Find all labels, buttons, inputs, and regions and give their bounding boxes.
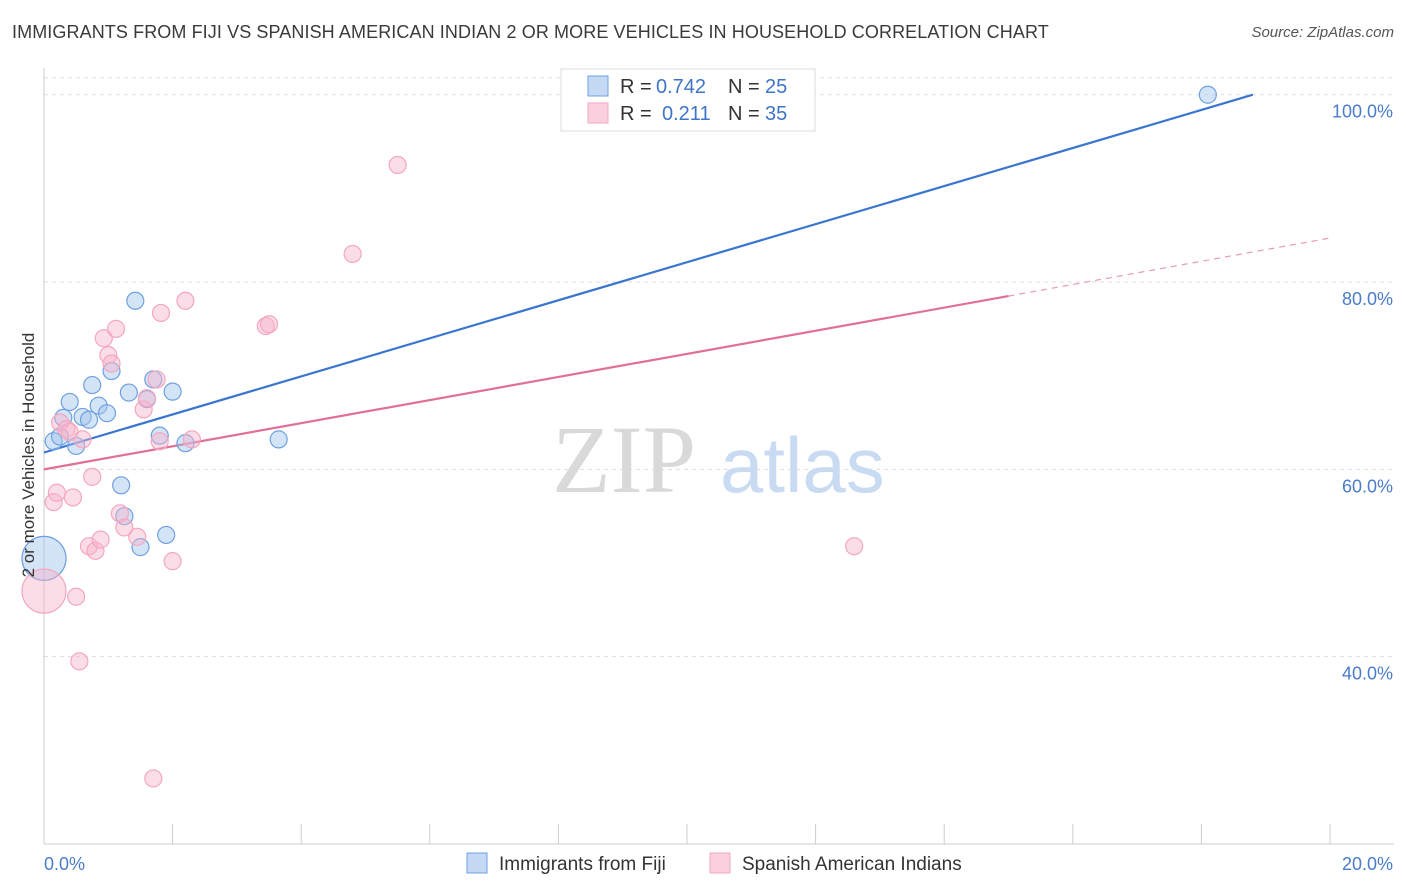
- legend-n-label-fiji: N =: [728, 76, 760, 98]
- point-series1-12: [86, 541, 105, 560]
- point-series1-4: [57, 419, 76, 439]
- y-tick-label-2: 80.0%: [1342, 289, 1393, 309]
- point-series0-23: [269, 430, 288, 449]
- correlation-legend: R = 0.742 N = 25 R = 0.211 N = 35: [560, 68, 816, 132]
- point-series1-2: [47, 483, 66, 502]
- trend-line-0: [43, 93, 1254, 454]
- point-series0-0: [21, 535, 67, 581]
- point-series1-9: [73, 430, 92, 449]
- y-tick-label-3: 100.0%: [1332, 102, 1393, 122]
- point-series1-18: [110, 504, 129, 523]
- watermark-zip: ZIP: [552, 406, 696, 513]
- legend-r-label-fiji: R =: [620, 76, 652, 98]
- point-series0-4: [60, 392, 79, 412]
- series-legend-label-fiji: Immigrants from Fiji: [499, 854, 666, 875]
- point-series1-25: [150, 432, 169, 451]
- y-tick-label-0: 40.0%: [1342, 664, 1393, 684]
- point-series0-16: [131, 538, 150, 557]
- grid-lines: [44, 77, 1394, 658]
- point-series0-21: [163, 382, 182, 401]
- point-series1-19: [115, 518, 134, 537]
- point-series1-0: [21, 568, 67, 614]
- point-series0-7: [79, 410, 99, 429]
- axes: [43, 68, 1394, 845]
- point-series1-29: [182, 430, 201, 449]
- y-tick-labels: 40.0% 60.0% 80.0% 100.0%: [1332, 102, 1393, 684]
- point-series1-17: [106, 319, 126, 338]
- x-tick-label-1: 20.0%: [1342, 854, 1393, 874]
- y-tick-label-1: 60.0%: [1342, 476, 1393, 496]
- point-series1-32: [343, 244, 362, 264]
- point-series0-10: [97, 404, 117, 423]
- x-tick-labels: 0.0% 20.0%: [44, 854, 1393, 874]
- legend-n-value-sai: 35: [765, 103, 787, 125]
- point-series0-20: [157, 525, 176, 545]
- point-series0-19: [150, 426, 169, 445]
- point-series1-26: [151, 303, 171, 323]
- data-points: [21, 85, 1217, 788]
- series-legend-swatch-sai: [709, 852, 731, 874]
- series-legend: Immigrants from Fiji Spanish American In…: [466, 852, 962, 875]
- point-series1-7: [67, 587, 86, 606]
- point-series1-6: [63, 488, 83, 507]
- point-series1-13: [91, 530, 110, 549]
- point-series1-14: [94, 329, 113, 348]
- point-series1-24: [147, 370, 166, 389]
- legend-r-label-sai: R =: [620, 103, 652, 125]
- point-series0-12: [112, 476, 131, 495]
- watermark-atlas: atlas: [720, 421, 885, 509]
- point-series1-16: [102, 354, 121, 373]
- point-series1-34: [845, 537, 864, 556]
- trend-line-extension-1: [1008, 237, 1331, 297]
- legend-n-label-sai: N =: [728, 103, 760, 125]
- point-series1-31: [259, 315, 279, 334]
- legend-n-value-fiji: 25: [765, 76, 787, 98]
- source-note: Source: ZipAtlas.com: [1251, 24, 1394, 41]
- point-series0-14: [119, 383, 138, 402]
- series-legend-swatch-fiji: [466, 852, 488, 874]
- point-series0-15: [126, 291, 145, 310]
- chart-title: IMMIGRANTS FROM FIJI VS SPANISH AMERICAN…: [12, 22, 1049, 42]
- point-series1-3: [50, 413, 70, 432]
- point-series1-33: [388, 155, 407, 175]
- point-series1-23: [144, 769, 163, 788]
- point-series1-30: [256, 316, 275, 336]
- series-legend-label-sai: Spanish American Indians: [742, 854, 962, 875]
- legend-swatch-fiji: [587, 75, 609, 97]
- trend-line-1: [43, 295, 1009, 471]
- y-axis-label: 2 or more Vehicles in Household: [19, 333, 38, 578]
- point-series1-27: [163, 552, 182, 571]
- legend-r-value-sai: 0.211: [662, 103, 711, 125]
- point-series1-11: [83, 467, 102, 486]
- legend-r-value-fiji: 0.742: [656, 76, 706, 98]
- point-series1-28: [176, 291, 195, 310]
- point-series1-8: [70, 652, 89, 671]
- point-series1-22: [137, 389, 156, 408]
- point-series0-8: [83, 375, 102, 395]
- legend-swatch-sai: [587, 102, 609, 124]
- x-tick-label-0: 0.0%: [44, 854, 85, 874]
- point-series1-20: [128, 527, 147, 546]
- point-series1-21: [134, 400, 153, 419]
- trend-lines: [43, 93, 1331, 471]
- point-series0-2: [50, 427, 70, 446]
- point-series0-24: [1198, 85, 1217, 104]
- watermark: ZIP atlas: [552, 406, 885, 513]
